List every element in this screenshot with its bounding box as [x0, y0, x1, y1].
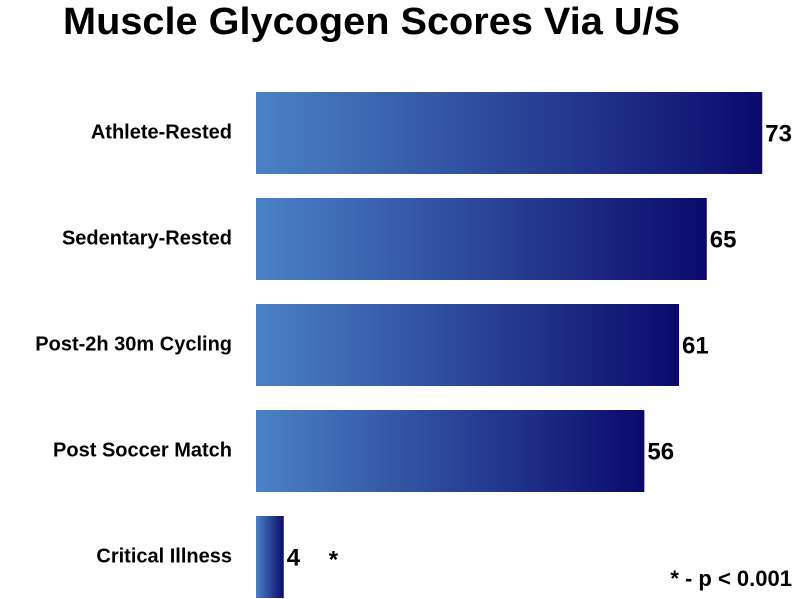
- category-label: Sedentary-Rested: [62, 227, 232, 249]
- bar: [256, 410, 645, 492]
- bar: [256, 304, 680, 386]
- footnote: * - p < 0.001: [670, 566, 792, 591]
- chart-title: Muscle Glycogen Scores Via U/S: [63, 1, 680, 43]
- value-label: 61: [682, 332, 709, 359]
- category-label: Post Soccer Match: [53, 439, 232, 461]
- bar: [256, 92, 763, 174]
- significance-marker: *: [329, 546, 339, 573]
- bar: [256, 198, 707, 280]
- bar: [256, 516, 284, 598]
- category-label: Post-2h 30m Cycling: [35, 333, 232, 355]
- category-label: Athlete-Rested: [91, 121, 232, 143]
- value-label: 56: [647, 438, 674, 465]
- value-label: 73: [765, 120, 792, 147]
- category-label: Critical Illness: [96, 545, 232, 567]
- value-label: 4: [287, 544, 301, 571]
- value-label: 65: [710, 226, 737, 253]
